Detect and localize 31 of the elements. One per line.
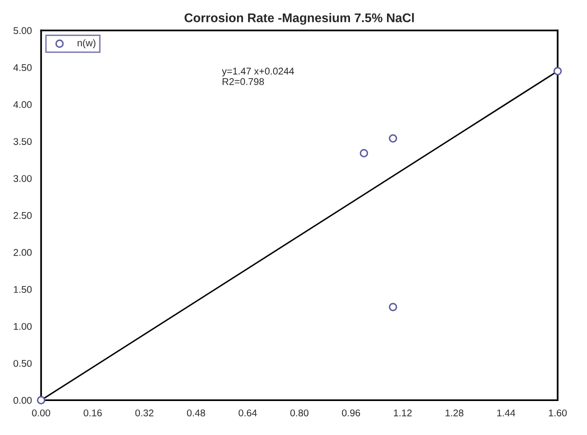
y-tick-label: 1.50 (14, 286, 32, 293)
y-tick-label: 2.50 (14, 212, 32, 219)
x-tick-label: 0.64 (238, 409, 257, 416)
x-tick-label: 0.80 (290, 409, 308, 416)
y-tick-label: 4.50 (13, 64, 32, 72)
x-tick-label: 0.96 (342, 409, 360, 416)
y-tick-label: 4.00 (13, 101, 32, 108)
annotation: y=1.47 x+0.0244 (222, 68, 294, 76)
x-tick-label: 0.48 (186, 409, 206, 416)
x-tick-label: 0.00 (32, 409, 50, 416)
chart-title: Corrosion Rate -Magnesium 7.5% NaCl (184, 13, 414, 25)
y-tick-label: 0.00 (14, 396, 32, 404)
annotation: R2=0.798 (222, 78, 264, 86)
x-tick-label: 1.28 (446, 409, 464, 416)
x-tick-label: 1.60 (548, 409, 567, 416)
x-tick-label: 0.32 (135, 409, 154, 416)
x-tick-label: 0.16 (84, 409, 102, 416)
point (360, 149, 368, 158)
point (388, 134, 398, 143)
point (553, 66, 562, 76)
y-tick-label: 3.00 (14, 175, 32, 182)
y-tick-label: 5.00 (14, 27, 32, 34)
x-tick-label: 1.12 (394, 409, 412, 416)
y-tick-label: 2.00 (14, 249, 32, 256)
x-tick-label: 1.44 (497, 410, 516, 416)
y-tick-label: 3.50 (14, 138, 32, 145)
point (36, 396, 46, 404)
legend-label: n(w) (78, 39, 96, 48)
y-tick-label: 0.50 (14, 360, 32, 367)
point (388, 302, 398, 312)
y-tick-label: 1.00 (14, 322, 32, 330)
